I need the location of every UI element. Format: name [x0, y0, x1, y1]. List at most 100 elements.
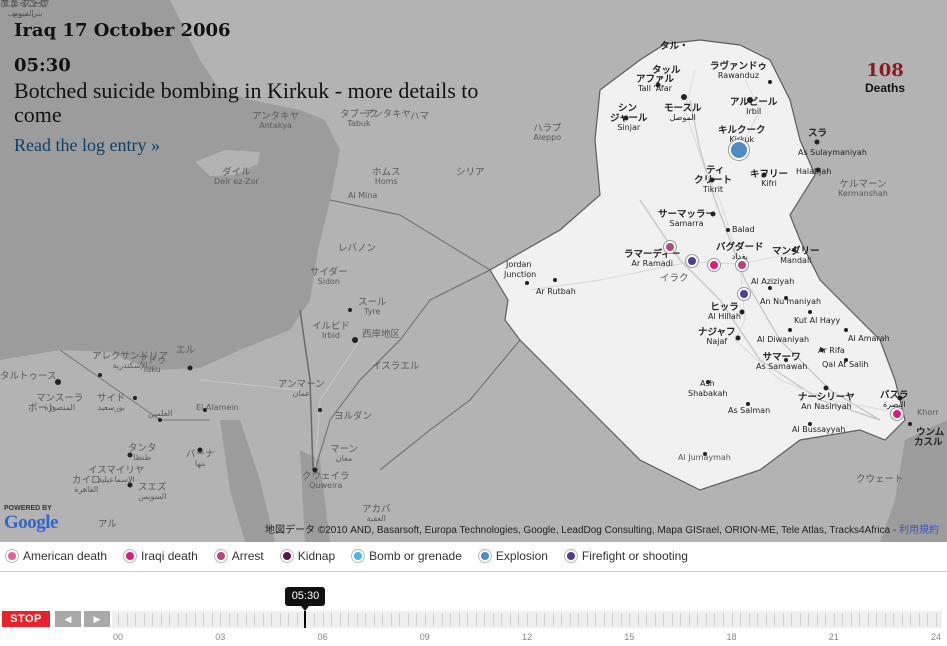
- event-panel: Iraq 17 October 2006 05:30 Botched suici…: [14, 20, 494, 156]
- google-branding[interactable]: POWERED BY Google: [4, 505, 59, 534]
- map-label-jp: アドゥ: [138, 355, 167, 366]
- map-base: [0, 0, 947, 542]
- map-label: マーン معان: [330, 445, 358, 463]
- timeline-tick: [160, 613, 162, 626]
- incident-marker[interactable]: [736, 259, 748, 271]
- map-label-jp: バーナ: [186, 449, 215, 460]
- timeline-tick: [774, 613, 776, 626]
- map-label: ウンム: [916, 428, 944, 438]
- map-label: Al Bussayyah: [792, 425, 846, 434]
- legend-label: Bomb or grenade: [369, 549, 462, 563]
- timeline-tick: [279, 613, 281, 626]
- incident-marker[interactable]: [686, 255, 698, 267]
- timeline-tick: [143, 613, 145, 626]
- map-label-jp: ケルマーン: [839, 179, 887, 190]
- map-label-jp: バスラ: [880, 390, 909, 401]
- map-label-jp: イラク: [660, 273, 689, 284]
- map-label-en: Homs: [374, 176, 398, 186]
- map-label: エル: [176, 346, 195, 356]
- map-label-jp: モースル: [664, 103, 702, 114]
- map-label-en: Balad: [732, 225, 755, 234]
- event-description: Botched suicide bombing in Kirkuk - more…: [14, 78, 479, 127]
- map-label: ポート: [28, 404, 57, 414]
- google-logo[interactable]: Google: [4, 512, 59, 533]
- map-label: ハラブ Aleppo: [533, 124, 562, 142]
- map-label: Shabakah: [688, 389, 728, 398]
- timeline-playhead[interactable]: [304, 611, 307, 628]
- map-label-en: Al Diwaniyah: [757, 335, 810, 344]
- timeline-tick: [416, 613, 418, 626]
- map-label: ナーシリーヤ An Nasiriyah: [798, 393, 855, 411]
- map-label-en: Halabjah: [796, 167, 832, 176]
- next-button[interactable]: ▶: [84, 611, 110, 627]
- map-label-en: Al Bussayyah: [792, 425, 846, 434]
- map-label-jp: ヨルダン: [334, 411, 373, 422]
- map-label-en: معان: [335, 453, 353, 463]
- prev-button[interactable]: ◀: [55, 611, 81, 627]
- incident-marker[interactable]: [738, 288, 750, 300]
- timeline-tick: [118, 613, 119, 626]
- map-label-jp: タル・: [660, 41, 689, 52]
- incident-marker[interactable]: [729, 140, 749, 160]
- map-label: アンタキヤ: [364, 110, 411, 120]
- map-label-en: Aleppo: [533, 132, 562, 142]
- map-label-en: Khorr: [917, 408, 939, 417]
- legend-dot-icon: [352, 550, 365, 562]
- map-label: レバノン: [338, 244, 376, 254]
- map-view[interactable]: タル・ ラヴァンドゥ Rawanduz タッル アファル Tall 'Afar モースル ال…: [0, 0, 947, 542]
- stop-button[interactable]: STOP: [2, 611, 50, 627]
- map-label-jp: クリート: [694, 175, 733, 186]
- legend-item: Kidnap: [280, 549, 336, 563]
- read-log-link[interactable]: Read the log entry »: [14, 135, 160, 155]
- map-label-en: Deir ez-Zor: [214, 176, 259, 186]
- timeline-tick: [825, 613, 827, 626]
- map-label-en: Al Hillah: [708, 311, 741, 321]
- map-label-jp: タンタ: [128, 443, 157, 454]
- map-label: バグダード بغداد: [716, 243, 764, 261]
- map-label: Halabjah: [796, 167, 832, 176]
- timeline-tick: [527, 613, 528, 626]
- map-label: アルビール Irbil: [730, 98, 777, 116]
- timeline-tick: [850, 613, 852, 626]
- map-label-en: Tall 'Afar: [638, 83, 672, 93]
- incident-marker[interactable]: [891, 408, 903, 420]
- timeline-tick: [808, 613, 810, 626]
- death-count: 108: [866, 60, 904, 81]
- timeline-tick: [544, 613, 546, 626]
- timeline-tick: [748, 613, 750, 626]
- timeline-tick: [552, 613, 554, 626]
- map-label-jp: マンダリー: [772, 246, 820, 257]
- map-label: ジャール Sinjar: [610, 114, 648, 132]
- timeline-tick: [663, 613, 665, 626]
- incident-marker[interactable]: [708, 259, 720, 271]
- map-label-en: Ar Rifa: [818, 346, 845, 355]
- map-label: Al Aziziyah: [751, 277, 794, 286]
- map-label: アンタキヤ Antakya: [252, 112, 299, 130]
- map-label-jp: エルミンヤ: [0, 0, 48, 10]
- timeline-tick: [467, 613, 469, 626]
- timeline-tick: [705, 613, 707, 626]
- timeline-tick: [578, 613, 580, 626]
- map-label: キルクークKirkuk: [718, 126, 766, 144]
- map-label: As Salman: [728, 406, 770, 415]
- timeline-tick: [629, 613, 631, 626]
- map-label-jp: ハマ: [410, 111, 430, 122]
- map-label-en: Samarra: [669, 218, 704, 228]
- timeline-tick: [680, 613, 682, 626]
- incident-marker[interactable]: [664, 241, 676, 253]
- map-label-jp: スール: [358, 297, 387, 308]
- terms-link[interactable]: 利用規約: [899, 525, 939, 536]
- timeline-tick: [535, 613, 537, 626]
- map-label: Al Mina: [348, 191, 377, 200]
- timeline-tick: [671, 613, 673, 626]
- map-label-jp: タッル: [652, 65, 681, 76]
- legend-label: Kidnap: [297, 549, 336, 563]
- triangle-right-icon: ▶: [93, 614, 101, 624]
- legend-label: Iraqi death: [141, 549, 198, 563]
- map-label: An Nu'maniyah: [760, 297, 821, 306]
- map-label: イラク: [660, 274, 689, 284]
- map-label: タルトゥース: [0, 372, 57, 382]
- timeline-tick: [791, 613, 793, 626]
- map-label: ヒッラ Al Hillah: [708, 303, 741, 321]
- legend-label: Firefight or shooting: [581, 549, 688, 563]
